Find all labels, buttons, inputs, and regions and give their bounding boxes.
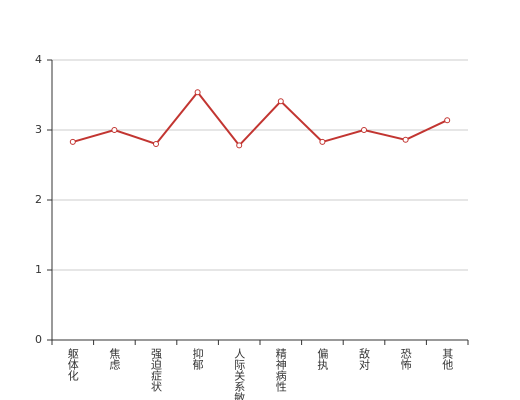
point: [319, 138, 326, 145]
y-tick-label: 0: [35, 333, 42, 346]
point: [69, 138, 76, 145]
point: [361, 127, 367, 133]
x-tick-label: 强迫症状: [150, 348, 163, 392]
point: [444, 117, 451, 124]
point: [402, 136, 409, 143]
x-tick-label: 偏执: [316, 347, 329, 371]
x-tick-label: 人际关系敏感: [233, 348, 246, 400]
y-tick-label: 1: [35, 263, 42, 276]
x-tick-label: 抑郁: [191, 347, 204, 370]
x-tick-label: 敌对: [358, 347, 371, 370]
point: [111, 127, 118, 133]
x-tick-label: 其他: [441, 348, 454, 370]
x-tick-label: 精神病性: [274, 348, 287, 393]
y-tick-label: 2: [35, 193, 42, 206]
point: [153, 141, 159, 147]
y-tick-label: 3: [35, 123, 42, 136]
point: [194, 89, 201, 96]
point: [236, 142, 243, 149]
series-line: [72, 90, 448, 147]
x-tick-label: 躯体化: [66, 348, 79, 382]
x-tick-label: 恐怖: [399, 348, 412, 370]
x-tick-label: 焦虑: [108, 348, 121, 370]
y-tick-label: 4: [35, 53, 42, 66]
point: [277, 98, 284, 105]
